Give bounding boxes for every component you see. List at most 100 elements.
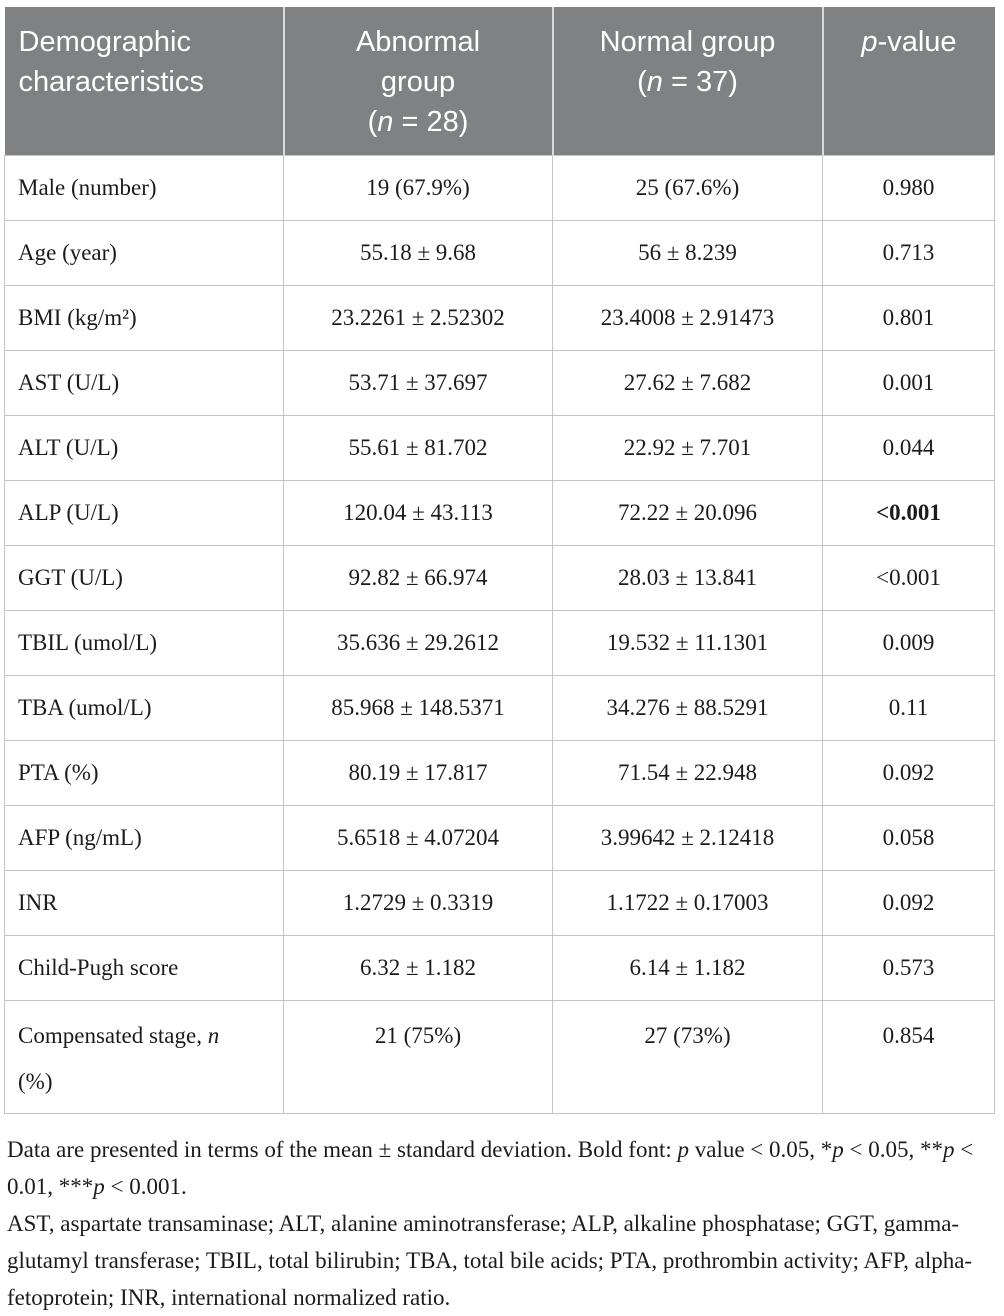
normal-value: 72.22 ± 20.096 — [552, 480, 823, 546]
table-row-bmi: BMI (kg/m²) 23.2261 ± 2.52302 23.4008 ± … — [4, 285, 995, 351]
abnormal-value: 55.18 ± 9.68 — [283, 220, 553, 286]
p-value: 0.854 — [822, 1000, 995, 1114]
normal-value: 28.03 ± 13.841 — [552, 545, 823, 611]
italic-n: n — [377, 106, 394, 138]
p-value: 0.092 — [822, 740, 995, 806]
table-row-age: Age (year) 55.18 ± 9.68 56 ± 8.239 0.713 — [4, 220, 995, 286]
row-label: Male (number) — [4, 155, 284, 221]
normal-value: 3.99642 ± 2.12418 — [552, 805, 823, 871]
table-body: Male (number) 19 (67.9%) 25 (67.6%) 0.98… — [4, 155, 995, 1114]
header-label: group — [380, 66, 456, 98]
abnormal-value: 23.2261 ± 2.52302 — [283, 285, 553, 351]
normal-value: 25 (67.6%) — [552, 155, 823, 221]
header-label: Demographic — [18, 26, 191, 58]
table-row-male: Male (number) 19 (67.9%) 25 (67.6%) 0.98… — [4, 155, 995, 221]
normal-value: 34.276 ± 88.5291 — [552, 675, 823, 741]
abnormal-value: 55.61 ± 81.702 — [283, 415, 553, 481]
row-label-text: (%) — [18, 1069, 53, 1094]
header-cell-pvalue: p-value — [821, 7, 995, 156]
header-label: = 28) — [393, 106, 469, 138]
italic-p: p — [677, 1137, 689, 1162]
normal-value: 22.92 ± 7.701 — [552, 415, 823, 481]
normal-value: 27 (73%) — [552, 1000, 823, 1114]
header-label: -value — [877, 26, 957, 58]
normal-value: 27.62 ± 7.682 — [552, 350, 823, 416]
header-cell-characteristics: Demographic characteristics — [4, 7, 284, 156]
row-label: TBA (umol/L) — [4, 675, 284, 741]
demographics-table: Demographic characteristics Abnormal group… — [4, 7, 995, 1114]
p-value: 0.001 — [822, 350, 995, 416]
p-value: <0.001 — [822, 545, 995, 611]
header-label: Abnormal — [355, 26, 481, 58]
row-label: AST (U/L) — [4, 350, 284, 416]
p-value: 0.573 — [822, 935, 995, 1001]
italic-p: p — [861, 26, 878, 58]
p-value: <0.001 — [822, 480, 995, 546]
table-row-alt: ALT (U/L) 55.61 ± 81.702 22.92 ± 7.701 0… — [4, 415, 995, 481]
row-label: Child-Pugh score — [4, 935, 284, 1001]
abnormal-value: 6.32 ± 1.182 — [283, 935, 553, 1001]
table-row-pta: PTA (%) 80.19 ± 17.817 71.54 ± 22.948 0.… — [4, 740, 995, 806]
table-header: Demographic characteristics Abnormal group… — [4, 7, 995, 156]
row-label: BMI (kg/m²) — [4, 285, 284, 351]
row-label: PTA (%) — [4, 740, 284, 806]
header-label: = 37) — [662, 66, 738, 98]
abnormal-value: 80.19 ± 17.817 — [283, 740, 553, 806]
row-label: Age (year) — [4, 220, 284, 286]
header-row: Demographic characteristics Abnormal group… — [4, 7, 995, 156]
table-row-tba: TBA (umol/L) 85.968 ± 148.5371 34.276 ± … — [4, 675, 995, 741]
table-row-child-pugh: Child-Pugh score 6.32 ± 1.182 6.14 ± 1.1… — [4, 935, 995, 1001]
row-label: INR — [4, 870, 284, 936]
header-label: ( — [367, 106, 378, 138]
abnormal-value: 21 (75%) — [283, 1000, 553, 1114]
header-label: Normal group — [599, 26, 776, 58]
p-value: 0.11 — [822, 675, 995, 741]
p-value: 0.044 — [822, 415, 995, 481]
footnote-statistics: Data are presented in terms of the mean … — [7, 1131, 988, 1205]
p-value: 0.009 — [822, 610, 995, 676]
header-label: ( — [637, 66, 647, 98]
normal-value: 71.54 ± 22.948 — [552, 740, 823, 806]
p-value: 0.092 — [822, 870, 995, 936]
footnote-abbreviations: AST, aspartate transaminase; ALT, alanin… — [7, 1211, 973, 1310]
table-row-compensated-stage: Compensated stage, n (%) 21 (75%) 27 (73%… — [4, 1000, 995, 1114]
row-label: ALT (U/L) — [4, 415, 284, 481]
footnote-text: < 0.01, *** — [7, 1137, 974, 1199]
normal-value: 19.532 ± 11.1301 — [552, 610, 823, 676]
row-label: AFP (ng/mL) — [4, 805, 284, 871]
table-row-afp: AFP (ng/mL) 5.6518 ± 4.07204 3.99642 ± 2… — [4, 805, 995, 871]
normal-value: 1.1722 ± 0.17003 — [552, 870, 823, 936]
abnormal-value: 35.636 ± 29.2612 — [283, 610, 553, 676]
p-value: 0.980 — [822, 155, 995, 221]
italic-n: n — [646, 66, 663, 98]
row-label: TBIL (umol/L) — [4, 610, 284, 676]
italic-n: n — [207, 1023, 220, 1048]
normal-value: 56 ± 8.239 — [552, 220, 823, 286]
p-value: 0.713 — [822, 220, 995, 286]
header-cell-normal-group: Normal group (n = 37) — [551, 7, 823, 156]
table-row-ast: AST (U/L) 53.71 ± 37.697 27.62 ± 7.682 0… — [4, 350, 995, 416]
abnormal-value: 120.04 ± 43.113 — [283, 480, 553, 546]
p-value: 0.801 — [822, 285, 995, 351]
footnotes: Data are presented in terms of the mean … — [7, 1131, 988, 1316]
abnormal-value: 85.968 ± 148.5371 — [283, 675, 553, 741]
row-label: ALP (U/L) — [4, 480, 284, 546]
abnormal-value: 92.82 ± 66.974 — [283, 545, 553, 611]
normal-value: 23.4008 ± 2.91473 — [552, 285, 823, 351]
p-value: 0.058 — [822, 805, 995, 871]
footnote-text: < 0.001. — [104, 1174, 187, 1199]
italic-p: p — [832, 1137, 844, 1162]
row-label-text: Compensated stage, — [18, 1023, 208, 1048]
row-label: Compensated stage, n (%) — [4, 1000, 284, 1114]
table-row-inr: INR 1.2729 ± 0.3319 1.1722 ± 0.17003 0.0… — [4, 870, 995, 936]
table-row-ggt: GGT (U/L) 92.82 ± 66.974 28.03 ± 13.841 … — [4, 545, 995, 611]
footnote-text: < 0.05, ** — [843, 1137, 943, 1162]
abnormal-value: 1.2729 ± 0.3319 — [283, 870, 553, 936]
footnote-text: value < 0.05, * — [688, 1137, 833, 1162]
abnormal-value: 5.6518 ± 4.07204 — [283, 805, 553, 871]
table-row-tbil: TBIL (umol/L) 35.636 ± 29.2612 19.532 ± … — [4, 610, 995, 676]
italic-p: p — [943, 1137, 955, 1162]
italic-p: p — [93, 1174, 105, 1199]
normal-value: 6.14 ± 1.182 — [552, 935, 823, 1001]
